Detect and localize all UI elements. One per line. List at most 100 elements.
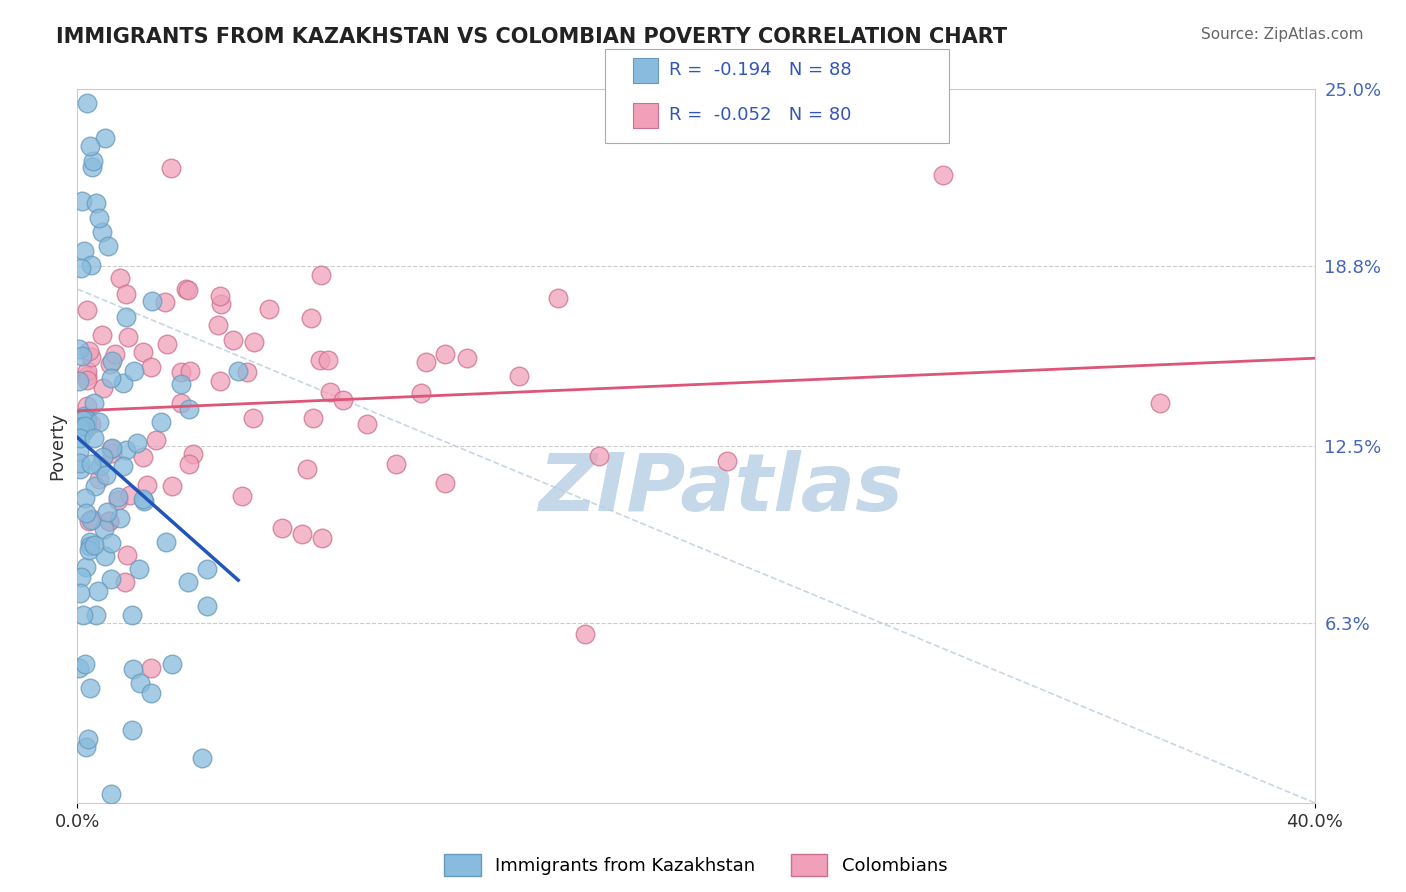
Point: [170, 396, 193, 410]
Point: [73, 424, 96, 438]
Point: [226, 364, 249, 378]
Point: [177, 574, 200, 589]
Point: [84, 607, 107, 622]
Point: [316, 353, 339, 368]
Point: [221, 333, 243, 347]
Point: [177, 283, 200, 297]
Point: [67, 661, 90, 675]
Point: [77, 732, 100, 747]
Point: [114, 287, 136, 301]
Point: [98, 514, 121, 528]
Point: [319, 384, 342, 399]
Point: [112, 376, 135, 390]
Point: [170, 365, 193, 379]
Point: [67, 374, 90, 388]
Point: [121, 723, 143, 737]
Point: [257, 301, 280, 316]
Point: [118, 488, 141, 502]
Point: [415, 355, 437, 369]
Point: [155, 535, 177, 549]
Point: [80, 350, 103, 364]
Point: [87, 584, 110, 599]
Point: [309, 268, 332, 282]
Point: [132, 492, 155, 507]
Point: [508, 369, 530, 384]
Point: [132, 345, 155, 359]
Point: [72, 413, 94, 427]
Point: [70, 349, 93, 363]
Point: [93, 522, 115, 536]
Point: [76, 364, 98, 378]
Point: [72, 607, 94, 622]
Point: [76, 302, 98, 317]
Point: [96, 505, 118, 519]
Legend: Immigrants from Kazakhstan, Colombians: Immigrants from Kazakhstan, Colombians: [444, 854, 948, 876]
Point: [80, 259, 103, 273]
Point: [145, 433, 167, 447]
Point: [149, 415, 172, 429]
Point: [69, 586, 91, 600]
Point: [209, 374, 232, 388]
Point: [174, 282, 197, 296]
Point: [242, 411, 264, 425]
Point: [100, 357, 122, 371]
Point: [115, 442, 138, 457]
Point: [90, 327, 112, 342]
Point: [73, 418, 96, 433]
Point: [100, 572, 122, 586]
Point: [70, 570, 93, 584]
Point: [73, 491, 96, 506]
Point: [100, 536, 122, 550]
Point: [75, 739, 97, 754]
Point: [108, 271, 131, 285]
Point: [80, 511, 103, 525]
Point: [208, 289, 231, 303]
Point: [1149, 396, 1171, 410]
Point: [87, 211, 110, 225]
Point: [159, 161, 181, 175]
Point: [87, 415, 110, 429]
Point: [79, 139, 101, 153]
Point: [716, 454, 738, 468]
Point: [309, 353, 332, 368]
Point: [87, 472, 110, 486]
Point: [79, 535, 101, 549]
Point: [111, 458, 134, 473]
Point: [179, 457, 201, 471]
Point: [70, 194, 93, 209]
Point: [79, 681, 101, 696]
Point: [242, 334, 264, 349]
Point: [67, 342, 90, 356]
Point: [83, 396, 105, 410]
Point: [132, 494, 155, 508]
Point: [79, 539, 101, 553]
Point: [107, 493, 129, 508]
Point: [83, 538, 105, 552]
Point: [588, 450, 610, 464]
Point: [183, 447, 205, 461]
Point: [82, 153, 104, 168]
Point: [100, 787, 122, 801]
Point: [76, 399, 98, 413]
Point: [132, 450, 155, 465]
Point: [77, 514, 100, 528]
Point: [127, 435, 149, 450]
Point: [299, 311, 322, 326]
Point: [270, 521, 292, 535]
Point: [69, 431, 91, 445]
Point: [80, 513, 103, 527]
Point: [574, 627, 596, 641]
Point: [124, 364, 146, 378]
Point: [91, 225, 114, 239]
Point: [69, 456, 91, 470]
Point: [84, 196, 107, 211]
Point: [153, 294, 176, 309]
Point: [76, 369, 98, 384]
Point: [89, 458, 111, 473]
Point: [67, 420, 90, 434]
Point: [141, 661, 163, 675]
Point: [156, 337, 179, 351]
Point: [195, 562, 218, 576]
Text: R =  -0.194   N = 88: R = -0.194 N = 88: [669, 62, 852, 79]
Point: [231, 489, 253, 503]
